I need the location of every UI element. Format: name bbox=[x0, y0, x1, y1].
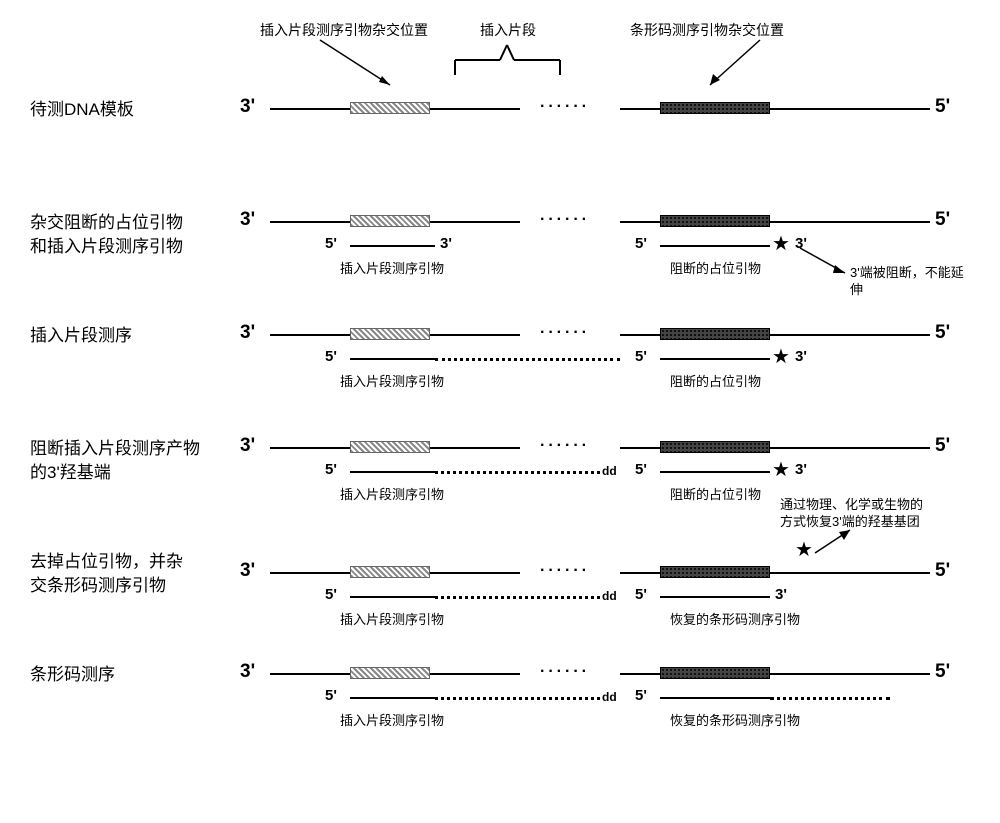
row-restore: 去掉占位引物，并杂 交条形码测序引物 通过物理、化学或生物的 方式恢复3'端的羟… bbox=[30, 542, 970, 627]
row-label-1: 待测DNA模板 bbox=[30, 90, 240, 122]
barcode-extension bbox=[770, 697, 890, 700]
row-template: 待测DNA模板 3' ······ 5' bbox=[30, 90, 970, 175]
diagram-5: 通过物理、化学或生物的 方式恢复3'端的羟基基团 ★ 3' ······ 5' … bbox=[240, 542, 970, 627]
extension-dots bbox=[435, 358, 620, 361]
dd-mark: dd bbox=[602, 464, 617, 478]
top-arrows bbox=[260, 20, 980, 90]
row-barcode-seq: 条形码测序 3' ······ 5' 5' dd 5' 插入片段测序引物 恢复的… bbox=[30, 655, 970, 740]
row-label-6: 条形码测序 bbox=[30, 655, 240, 687]
blocked-note: 3'端被阻断，不能延伸 bbox=[850, 265, 970, 299]
arrow-restore bbox=[770, 528, 860, 558]
star-block: ★ bbox=[772, 231, 790, 256]
row-label-4: 阻断插入片段测序产物 的3'羟基端 bbox=[30, 429, 240, 485]
end-5: 5' bbox=[935, 96, 950, 118]
end-5: 5' bbox=[935, 209, 950, 231]
row-insert-seq: 插入片段测序 3' ······ 5' 5' 5' ★ 3' 插入片段测序引物 … bbox=[30, 316, 970, 401]
row-label-3: 插入片段测序 bbox=[30, 316, 240, 348]
end-3: 3' bbox=[240, 96, 255, 118]
mid-dots: ······ bbox=[540, 98, 590, 116]
star-restore: ★ bbox=[795, 537, 813, 562]
dots-region bbox=[660, 102, 770, 114]
hatch-region bbox=[350, 102, 430, 114]
row-hybridize: 杂交阻断的占位引物 和插入片段测序引物 3' ······ 5' 5' 3' 5… bbox=[30, 203, 970, 288]
diagram-3: 3' ······ 5' 5' 5' ★ 3' 插入片段测序引物 阻断的占位引物 bbox=[240, 316, 970, 401]
end-3: 3' bbox=[240, 209, 255, 231]
row-label-2: 杂交阻断的占位引物 和插入片段测序引物 bbox=[30, 203, 240, 259]
diagram-1: 3' ······ 5' bbox=[240, 90, 970, 175]
diagram-2: 3' ······ 5' 5' 3' 5' ★ 3' 插入片段测序引物 阻断的占… bbox=[240, 203, 970, 288]
restore-note: 通过物理、化学或生物的 方式恢复3'端的羟基基团 bbox=[780, 497, 923, 531]
diagram-6: 3' ······ 5' 5' dd 5' 插入片段测序引物 恢复的条形码测序引… bbox=[240, 655, 970, 740]
row-label-5: 去掉占位引物，并杂 交条形码测序引物 bbox=[30, 542, 240, 598]
top-labels: 插入片段测序引物杂交位置 插入片段 条形码测序引物杂交位置 bbox=[260, 20, 970, 90]
